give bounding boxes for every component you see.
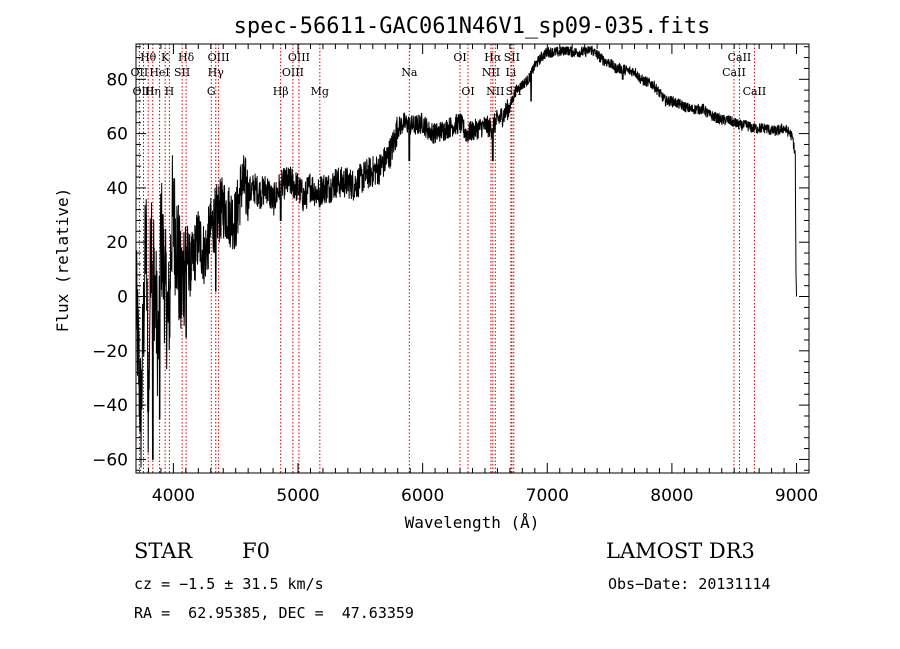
spectrum-line <box>135 45 797 468</box>
spectral-line-label: Mg <box>311 85 329 98</box>
spectral-line-label: CaII <box>722 66 746 79</box>
x-axis-label: Wavelength (Å) <box>405 513 540 532</box>
y-tick-label: 0 <box>117 288 128 308</box>
survey-name: LAMOST DR3 <box>606 539 755 563</box>
y-tick-label: −40 <box>92 396 128 416</box>
spectral-line-label: HeI <box>149 66 169 79</box>
spectral-line-label: CaII <box>728 51 752 64</box>
y-tick-label: −60 <box>92 450 128 470</box>
x-tick-label: 7000 <box>526 486 569 506</box>
spectral-line-label: NII <box>486 85 504 98</box>
x-tick-label: 6000 <box>401 486 444 506</box>
object-class: STAR <box>134 539 193 563</box>
x-tick-label: 8000 <box>650 486 693 506</box>
spectral-line-label: OI <box>453 51 466 64</box>
spectral-line-label: SII <box>504 51 520 64</box>
x-tick-label: 4000 <box>152 486 195 506</box>
spectral-line-label: K <box>161 51 170 64</box>
object-subclass: F0 <box>242 539 270 563</box>
y-tick-label: −20 <box>92 342 128 362</box>
y-tick-label: 20 <box>106 233 128 253</box>
spectral-line-label: Na <box>401 66 418 79</box>
y-tick-label: 80 <box>106 70 128 90</box>
x-tick-label: 9000 <box>775 486 818 506</box>
spectral-line-label: Hθ <box>140 51 157 64</box>
spectral-line-label: Hγ <box>208 66 225 79</box>
plot-frame <box>135 43 810 474</box>
axes-layer: 4000 5000 6000 7000 8000 9000 −60 −40 −20 0 20 40 60… <box>92 43 818 506</box>
spectral-line-label: Hα <box>484 51 502 64</box>
y-tick-label: 40 <box>106 179 128 199</box>
spectral-line-label: H <box>165 85 175 98</box>
spectral-line-label: Hη <box>145 85 161 98</box>
redshift-velocity: cz = −1.5 ± 31.5 km/s <box>134 575 324 593</box>
spectral-line-label: OIII <box>282 66 304 79</box>
chart-title: spec-56611-GAC061N46V1_sp09-035.fits <box>234 14 711 39</box>
x-tick-label: 5000 <box>276 486 319 506</box>
spectral-line-label: OIII <box>208 51 230 64</box>
spectral-line-label: CaII <box>743 85 767 98</box>
sky-coordinates: RA = 62.95385, DEC = 47.63359 <box>134 604 414 622</box>
y-tick-label: 60 <box>106 125 128 145</box>
spectral-line-label: OIII <box>132 85 154 98</box>
spectral-line-label: NII <box>482 66 500 79</box>
observation-date: Obs−Date: 20131114 <box>608 575 771 593</box>
spectral-lines-layer: HθOIIOIIIHηHeIKHSIIHδGHγOIIIHβOIIIOIIIMg… <box>131 44 767 473</box>
y-axis-label: Flux (relative) <box>53 188 72 333</box>
spectrum-series-layer <box>135 45 797 468</box>
spectral-line-label: OIII <box>288 51 310 64</box>
spectral-line-label: Li <box>505 66 516 79</box>
spectral-line-label: SII <box>174 66 190 79</box>
spectral-line-label: Hδ <box>178 51 195 64</box>
spectral-line-label: OI <box>461 85 474 98</box>
spectral-line-label: Hβ <box>273 85 289 98</box>
spectral-line-label: G <box>207 85 216 98</box>
